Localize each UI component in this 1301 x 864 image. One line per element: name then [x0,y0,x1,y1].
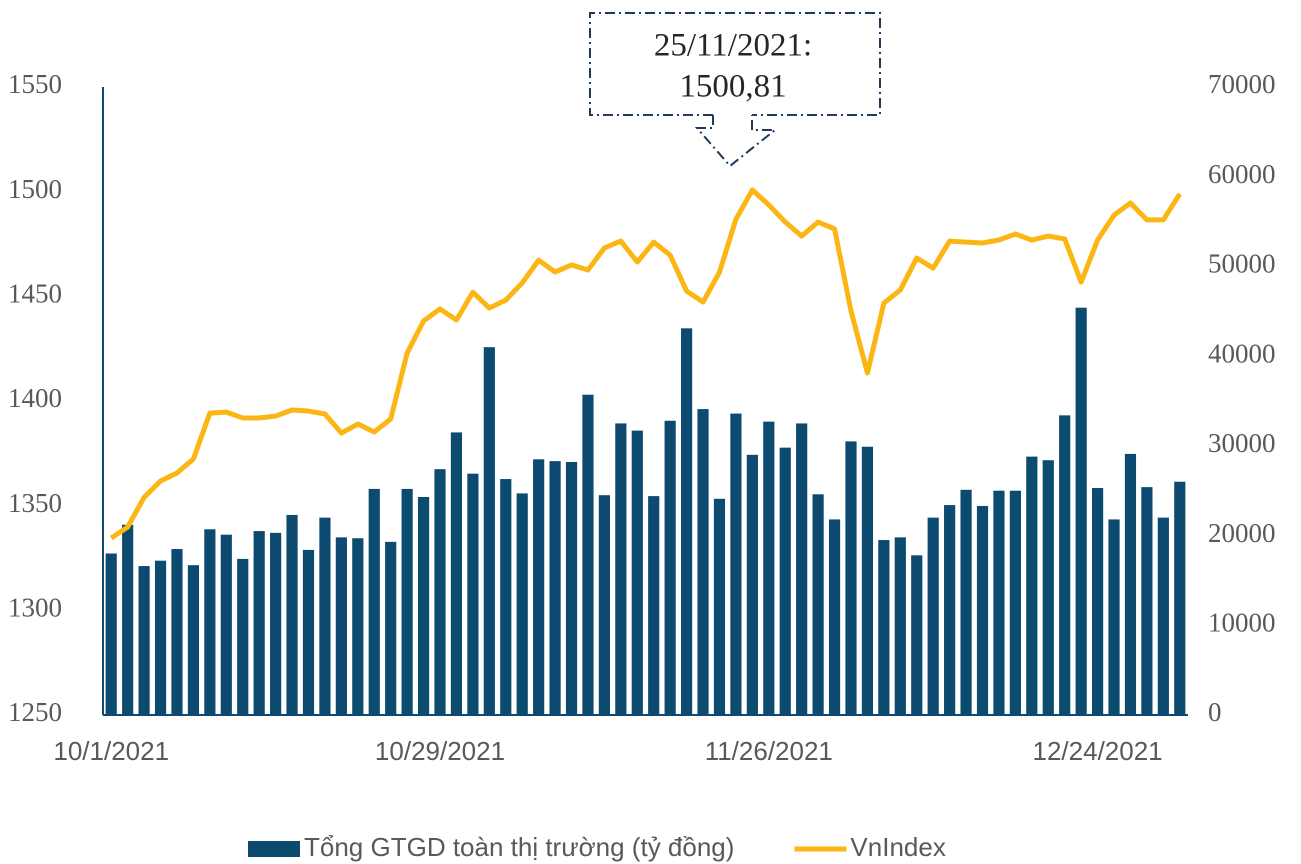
bar [286,514,298,715]
bar [549,461,561,715]
bar [1059,415,1071,715]
callout-arrow [694,115,778,168]
y-tick-label: 1550 [8,69,62,99]
bar [944,505,956,715]
bar [335,537,347,715]
y-tick-label: 1500 [8,174,62,204]
callout-box [589,12,881,116]
bar [105,553,117,715]
x-tick-label: 11/26/2021 [705,736,833,766]
bar [927,517,939,715]
bar [138,566,150,715]
bar [122,524,134,715]
bar [861,446,874,715]
bar [1091,488,1104,715]
x-tick-label: 12/24/2021 [1033,736,1163,766]
callout-text: 1500,81 [679,69,786,105]
y-tick-label: 1400 [8,383,62,413]
bar [1157,517,1169,715]
bar [878,540,890,715]
bar [845,441,857,715]
bar [500,479,512,715]
bar [828,519,841,715]
bar [220,534,232,715]
bar [763,421,775,715]
bar [960,489,972,715]
bar [796,423,808,715]
y2-tick-label: 50000 [1208,249,1276,279]
bar [1141,487,1153,715]
callout [589,12,881,168]
x-tick-label: 10/1/2021 [53,736,169,766]
bar [171,549,183,715]
bar [779,447,791,715]
bar [204,529,216,715]
bar [582,394,594,715]
bar [385,541,397,715]
y-tick-label: 1300 [8,593,62,623]
bar [237,558,249,715]
bar [368,488,380,715]
bar [746,454,758,715]
y-tick-label: 1450 [8,279,62,309]
bar [1075,307,1087,715]
bar [911,555,923,715]
x-tick-label: 10/29/2021 [375,736,505,766]
bar [270,532,282,715]
bar [812,494,824,715]
legend-label: Tổng GTGD toàn thị trường (tỷ đồng) [304,832,734,862]
y2-tick-label: 40000 [1208,338,1276,368]
bar [713,498,726,715]
y2-tick-label: 10000 [1208,607,1276,637]
y2-tick-label: 60000 [1208,159,1276,189]
legend-label: VnIndex [850,832,945,862]
bar [417,496,430,715]
bar [565,462,578,715]
bar [993,490,1005,715]
bar [1124,453,1137,715]
bar [483,347,495,715]
bar [434,469,446,715]
bar [1009,490,1021,715]
bar [1174,481,1186,715]
bar [187,565,200,715]
bar [730,413,742,715]
bar [697,409,709,715]
bar [1042,460,1054,715]
bar [681,328,693,715]
bar [319,517,331,715]
bar [976,505,989,715]
line [109,187,1182,541]
y2-tick-label: 70000 [1208,69,1276,99]
bar [467,473,479,715]
bar [253,531,265,715]
bar [894,537,906,715]
bar [352,538,364,715]
y2-tick-label: 0 [1208,697,1222,727]
bar [450,432,463,715]
bar [598,495,610,715]
y-tick-label: 1250 [8,697,62,727]
y2-tick-label: 20000 [1208,518,1276,548]
bar [615,423,627,715]
callout-text: 25/11/2021: [654,28,812,64]
y-tick-label: 1350 [8,488,62,518]
bar [1026,456,1038,715]
y2-tick-label: 30000 [1208,428,1276,458]
bar [664,420,676,715]
bar [1108,519,1120,715]
legend-swatch [248,841,300,857]
bar [154,560,167,715]
bar [533,459,545,715]
bar [302,549,315,715]
bar [631,430,643,715]
bar [401,488,413,715]
bar [516,493,528,715]
bar [648,496,660,715]
